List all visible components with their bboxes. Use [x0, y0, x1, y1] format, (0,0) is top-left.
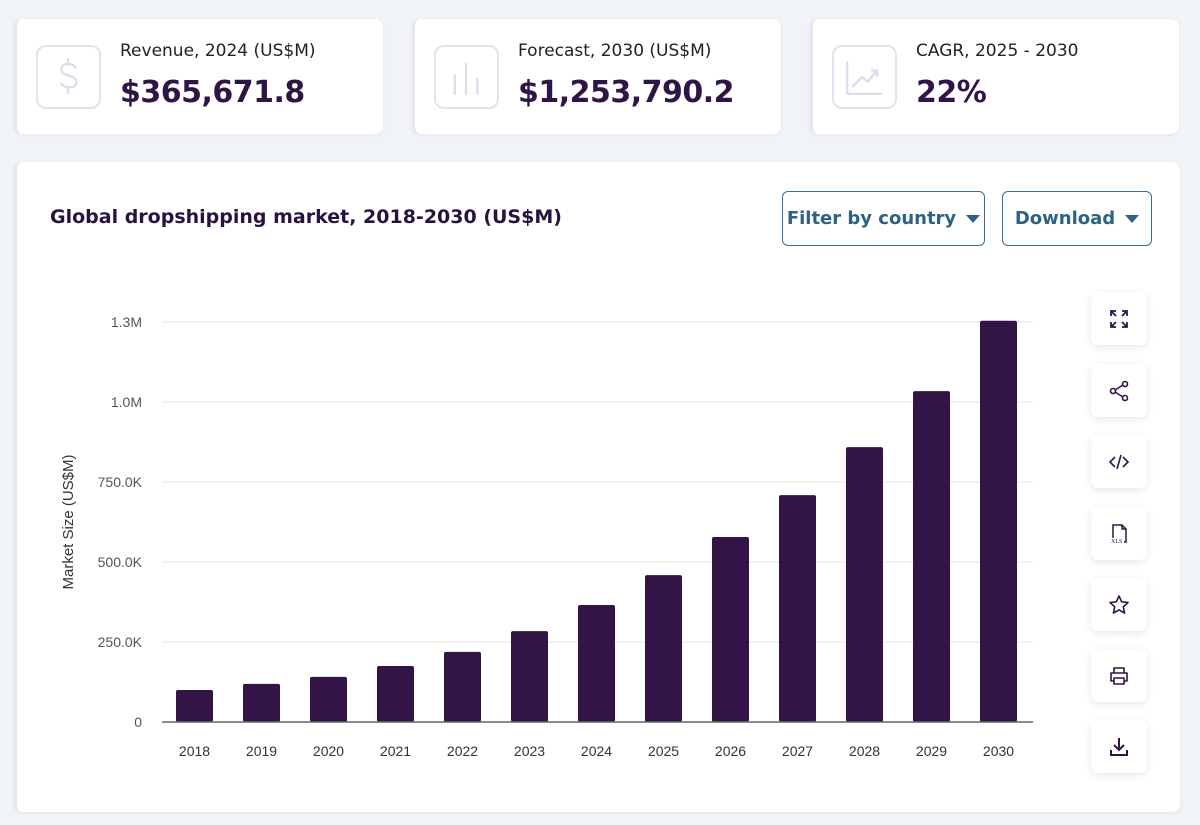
- bar-2018: [176, 690, 213, 722]
- share-icon: [1109, 380, 1129, 401]
- chart-title: Global dropshipping market, 2018-2030 (U…: [50, 206, 562, 228]
- y-tick-label: 1.3M: [111, 314, 142, 330]
- x-tick-label: 2019: [246, 743, 277, 759]
- caret-down-icon: [966, 214, 981, 223]
- filter-by-country-button[interactable]: Filter by country: [782, 191, 985, 246]
- svg-text:XLS: XLS: [1111, 539, 1122, 545]
- x-tick-label: 2030: [983, 743, 1014, 759]
- stat-card-forecast: Forecast, 2030 (US$M) $1,253,790.2: [412, 19, 781, 134]
- expand-button[interactable]: [1091, 292, 1147, 345]
- stat-card-revenue: Revenue, 2024 (US$M) $365,671.8: [14, 19, 383, 134]
- stat-label: Forecast, 2030 (US$M): [518, 41, 712, 61]
- y-tick-label: 750.0K: [98, 474, 143, 490]
- bar-2019: [243, 683, 280, 722]
- x-tick-label: 2029: [916, 743, 947, 759]
- x-tick-label: 2022: [447, 743, 478, 759]
- stat-label: CAGR, 2025 - 2030: [916, 41, 1079, 61]
- stat-value: $1,253,790.2: [518, 75, 735, 110]
- expand-icon: [1110, 309, 1128, 328]
- trend-up-icon: [832, 45, 897, 109]
- favorite-button[interactable]: [1091, 578, 1147, 631]
- download-dropdown-button[interactable]: Download: [1002, 191, 1152, 246]
- x-tick-label: 2021: [380, 743, 411, 759]
- y-tick-label: 500.0K: [98, 554, 143, 570]
- x-tick-label: 2024: [581, 743, 612, 759]
- embed-button[interactable]: [1091, 435, 1147, 488]
- embed-code-icon: [1108, 454, 1130, 469]
- bar-chart: 0 250.0K 500.0K 750.0K 1.0M 1.3M Market Size (…: [60, 314, 1033, 759]
- print-button[interactable]: [1091, 649, 1147, 702]
- stat-value: 22%: [916, 75, 987, 110]
- x-tick-label: 2020: [313, 743, 344, 759]
- x-tick-label: 2025: [648, 743, 679, 759]
- dollar-icon: [36, 45, 101, 109]
- x-tick-label: 2027: [782, 743, 813, 759]
- bar-2020: [310, 676, 347, 722]
- caret-down-icon: [1125, 214, 1140, 223]
- bar-2023: [511, 631, 548, 722]
- bar-2029: [913, 391, 950, 722]
- xls-export-button[interactable]: XLS: [1091, 507, 1147, 560]
- download-label: Download: [1014, 208, 1116, 229]
- xls-file-icon: XLS: [1111, 523, 1127, 545]
- x-tick-label: 2018: [179, 743, 210, 759]
- stat-value: $365,671.8: [120, 75, 305, 110]
- bar-chart-icon: [434, 45, 499, 109]
- market-chart-panel: Global dropshipping market, 2018-2030 (U…: [14, 162, 1180, 812]
- x-tick-label: 2028: [849, 743, 880, 759]
- download-image-button[interactable]: [1091, 720, 1147, 773]
- bar-2027: [779, 495, 816, 722]
- stat-label: Revenue, 2024 (US$M): [120, 41, 316, 61]
- bar-2028: [846, 447, 883, 722]
- star-icon: [1109, 594, 1129, 614]
- bar-2022: [444, 651, 481, 722]
- x-tick-label: 2026: [715, 743, 746, 759]
- bar-2024: [578, 604, 615, 722]
- filter-label: Filter by country: [786, 208, 957, 229]
- print-icon: [1110, 666, 1128, 685]
- bar-2025: [645, 575, 682, 722]
- bar-2030: [980, 320, 1017, 722]
- bar-2026: [712, 537, 749, 722]
- y-tick-label: 250.0K: [98, 634, 143, 650]
- y-tick-label: 0: [134, 714, 142, 730]
- y-tick-label: 1.0M: [111, 394, 142, 410]
- download-icon: [1110, 737, 1128, 756]
- share-button[interactable]: [1091, 364, 1147, 417]
- stat-card-cagr: CAGR, 2025 - 2030 22%: [810, 19, 1179, 134]
- bar-2021: [377, 666, 414, 722]
- y-axis-label: Market Size (US$M): [60, 454, 77, 589]
- x-tick-label: 2023: [514, 743, 545, 759]
